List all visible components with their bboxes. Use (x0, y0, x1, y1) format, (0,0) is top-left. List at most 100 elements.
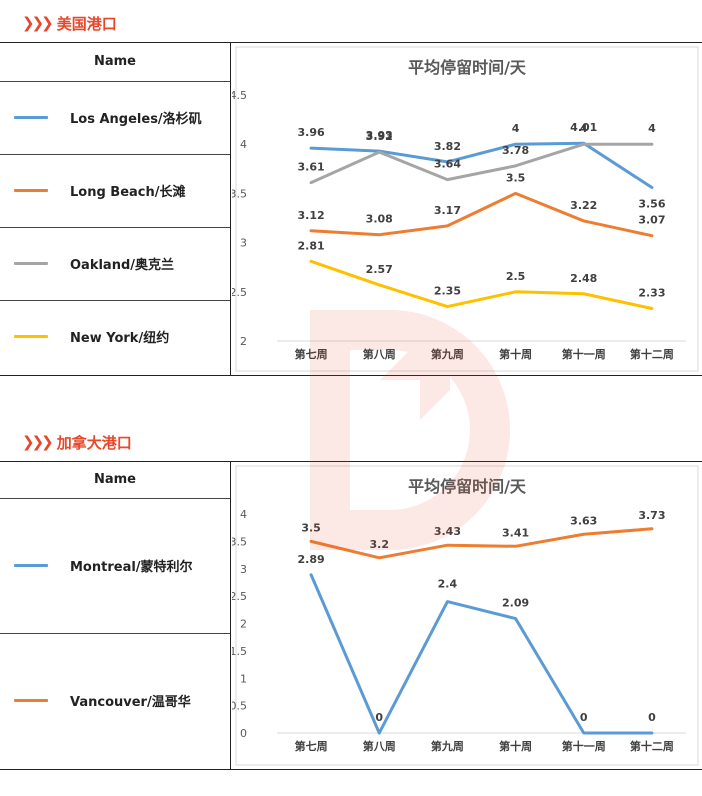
chart-frame (235, 465, 699, 766)
data-label: 3.63 (570, 514, 597, 527)
ca-line-chart: 平均停留时间/天 0 0.5 1 1.5 2 2.5 3 3.5 4 第七周 第八周 第九周 第十周 第十一… (232, 465, 699, 766)
us-ports-panel: Name Los Angeles/洛杉矶 Long Beach/长滩 Oakla… (0, 42, 702, 376)
legend-label: Montreal/蒙特利尔 (70, 560, 193, 575)
data-label: 3.22 (570, 199, 597, 212)
y-tick-label: 0 (240, 727, 247, 740)
legend-header: Name (0, 43, 230, 82)
legend-item-montreal: Montreal/蒙特利尔 (0, 498, 230, 634)
x-tick-label: 第八周 (363, 347, 396, 361)
y-tick-label: 3 (240, 563, 247, 576)
x-tick-label: 第七周 (295, 347, 328, 361)
y-tick-label: 4 (240, 508, 247, 521)
data-label: 3.5 (301, 521, 321, 534)
y-tick-label: 4.5 (232, 89, 247, 102)
ca-legend: Name Montreal/蒙特利尔 Vancouver/温哥华 (0, 462, 231, 769)
data-label: 3.43 (434, 525, 461, 538)
data-label: 3.61 (298, 161, 325, 174)
data-label: 4 (512, 122, 520, 135)
x-tick-label: 第十周 (499, 347, 532, 361)
x-tick-label: 第十周 (499, 739, 532, 753)
us-section-title: 美国港口 (56, 14, 117, 33)
legend-swatch (14, 564, 48, 567)
data-label: 2.35 (434, 285, 461, 298)
data-label: 3.41 (502, 526, 529, 539)
data-label: 3.17 (434, 204, 461, 217)
x-tick-label: 第九周 (431, 347, 464, 361)
legend-item-long-beach: Long Beach/长滩 (0, 154, 230, 228)
data-label: 0 (648, 711, 656, 724)
data-label: 4 (648, 122, 656, 135)
data-label: 2.48 (570, 272, 597, 285)
data-label: 3.78 (502, 144, 529, 157)
x-tick-label: 第八周 (363, 739, 396, 753)
series-line (309, 527, 654, 560)
legend-label: Los Angeles/洛杉矶 (70, 112, 202, 127)
us-line-chart: 平均停留时间/天 2 2.5 3 3.5 4 4.5 第七周 第八周 第九周 第十周 第十一周 第十二周… (232, 46, 699, 372)
data-label: 2.33 (638, 287, 665, 300)
series-line (309, 141, 654, 189)
x-tick-label: 第十二周 (630, 347, 674, 361)
series-line (309, 142, 654, 185)
data-label: 2.4 (438, 578, 458, 591)
legend-item-vancouver: Vancouver/温哥华 (0, 633, 230, 767)
ca-chart: 平均停留时间/天 0 0.5 1 1.5 2 2.5 3 3.5 4 第七周 第八周 第九周 第十周 第十一… (232, 462, 702, 769)
data-label: 4 (580, 122, 588, 135)
us-chart: 平均停留时间/天 2 2.5 3 3.5 4 4.5 第七周 第八周 第九周 第十周 第十一周 第十二周… (232, 43, 702, 375)
series-line (309, 573, 654, 735)
x-tick-label: 第十二周 (630, 739, 674, 753)
data-label: 3.92 (366, 130, 393, 143)
y-tick-label: 0.5 (232, 700, 247, 713)
y-tick-label: 2.5 (232, 590, 247, 603)
data-label: 2.5 (506, 270, 526, 283)
legend-swatch (14, 335, 48, 338)
data-label: 3.82 (434, 140, 461, 153)
y-tick-label: 4 (240, 138, 247, 151)
data-label: 3.96 (298, 126, 325, 139)
ca-section-heading: ❯❯❯ 加拿大港口 (22, 430, 132, 454)
ca-section-title: 加拿大港口 (56, 433, 132, 452)
data-label: 3.2 (370, 538, 390, 551)
data-label: 4.01 (570, 121, 597, 134)
us-section-heading: ❯❯❯ 美国港口 (22, 11, 117, 35)
x-tick-label: 第七周 (295, 739, 328, 753)
y-tick-label: 3 (240, 237, 247, 250)
legend-item-los-angeles: Los Angeles/洛杉矶 (0, 81, 230, 155)
legend-label: Long Beach/长滩 (70, 185, 186, 200)
legend-label: Oakland/奥克兰 (70, 258, 175, 273)
legend-label: New York/纽约 (70, 331, 170, 346)
data-label: 3.07 (638, 214, 665, 227)
chart-title: 平均停留时间/天 (408, 58, 527, 77)
data-label: 2.57 (366, 263, 393, 276)
y-tick-label: 3.5 (232, 187, 247, 200)
y-tick-label: 2 (240, 335, 247, 348)
data-label: 0 (375, 711, 383, 724)
y-tick-label: 1 (240, 672, 247, 685)
data-label: 2.09 (502, 597, 529, 610)
data-label: 2.89 (298, 553, 325, 566)
x-tick-label: 第十一周 (562, 347, 606, 361)
legend-header: Name (0, 462, 230, 499)
series-line (309, 259, 654, 311)
data-label: 3.64 (434, 158, 461, 171)
legend-swatch (14, 698, 48, 702)
y-tick-label: 2.5 (232, 286, 247, 299)
chevron-right-icon: ❯❯❯ (22, 433, 54, 451)
data-label: 3.12 (298, 209, 325, 222)
legend-label: Vancouver/温哥华 (70, 694, 191, 710)
y-tick-label: 1.5 (232, 645, 247, 658)
legend-item-new-york: New York/纽约 (0, 300, 230, 373)
data-label: 3.08 (366, 213, 393, 226)
us-legend: Name Los Angeles/洛杉矶 Long Beach/长滩 Oakla… (0, 43, 231, 375)
chevron-right-icon: ❯❯❯ (22, 14, 54, 32)
legend-swatch (14, 116, 48, 119)
data-label: 3.5 (506, 171, 526, 184)
data-label: 3.73 (638, 509, 665, 522)
ca-ports-panel: Name Montreal/蒙特利尔 Vancouver/温哥华 平均停留时间/… (0, 461, 702, 770)
series-line (309, 191, 654, 238)
x-tick-label: 第十一周 (562, 739, 606, 753)
data-label: 2.81 (298, 239, 325, 252)
legend-swatch (14, 189, 48, 192)
data-label: 3.93 (366, 129, 393, 142)
y-tick-label: 3.5 (232, 535, 247, 548)
legend-item-oakland: Oakland/奥克兰 (0, 227, 230, 301)
